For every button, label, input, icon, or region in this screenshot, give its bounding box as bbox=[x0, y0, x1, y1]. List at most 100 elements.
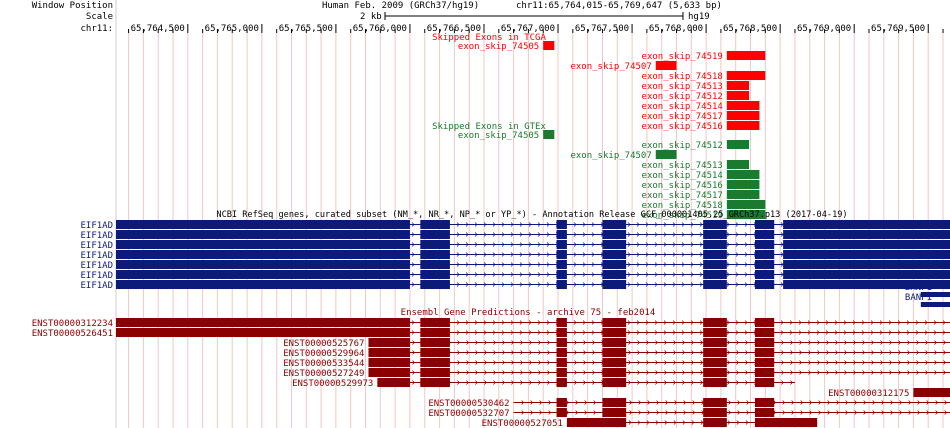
ensembl-transcript-label[interactable]: ENST00000532707 bbox=[428, 409, 509, 419]
ensembl-transcript[interactable] bbox=[513, 408, 950, 417]
skipped-exon-block[interactable] bbox=[543, 41, 555, 50]
skipped-exon-block[interactable] bbox=[726, 200, 766, 209]
skipped-exon-block[interactable] bbox=[726, 111, 760, 120]
ensembl-transcript[interactable] bbox=[513, 398, 950, 407]
skipped-exon-block[interactable] bbox=[726, 210, 766, 219]
skipped-exon-block[interactable] bbox=[726, 170, 760, 179]
refseq-gene-label[interactable]: EIF1AD bbox=[80, 261, 113, 271]
refseq-track[interactable]: NCBI RefSeq genes, curated subset (NM_*,… bbox=[80, 210, 950, 307]
ensembl-transcript[interactable] bbox=[913, 388, 950, 397]
banf1-block[interactable] bbox=[920, 292, 950, 297]
skipped-exon-label[interactable]: exon_skip_74507 bbox=[570, 151, 651, 161]
ensembl-track[interactable]: Ensembl Gene Predictions - archive 75 - … bbox=[32, 308, 950, 428]
skipped-exon-label[interactable]: exon_skip_74519 bbox=[642, 52, 723, 62]
skipped-exon-block[interactable] bbox=[655, 150, 677, 159]
ensembl-transcript-label[interactable]: ENST00000530462 bbox=[428, 399, 509, 409]
skipped-exon-block[interactable] bbox=[726, 71, 766, 80]
refseq-transcript[interactable] bbox=[116, 220, 950, 229]
skipped-exon-label[interactable]: exon_skip_74505 bbox=[458, 42, 539, 52]
gtex-track[interactable]: Skipped Exons in GTEx exon_skip_74505exo… bbox=[432, 122, 766, 221]
ensembl-transcript-label[interactable]: ENST00000312234 bbox=[32, 319, 113, 329]
skipped-exon-block[interactable] bbox=[726, 81, 750, 90]
strand-arrow bbox=[727, 350, 730, 355]
strand-arrow bbox=[501, 272, 505, 277]
skipped-exon-block[interactable] bbox=[726, 91, 750, 100]
ensembl-transcript[interactable] bbox=[368, 348, 950, 357]
skipped-exon-block[interactable] bbox=[726, 101, 760, 110]
skipped-exon-block[interactable] bbox=[543, 130, 555, 139]
ensembl-transcript-label[interactable]: ENST00000525767 bbox=[283, 339, 364, 349]
refseq-gene-label[interactable]: EIF1AD bbox=[80, 231, 113, 241]
refseq-transcript[interactable] bbox=[116, 240, 950, 249]
strand-arrow bbox=[638, 410, 642, 415]
skipped-exon-label[interactable]: exon_skip_74516 bbox=[642, 181, 723, 191]
skipped-exon-label[interactable]: exon_skip_74512 bbox=[642, 92, 723, 102]
ensembl-transcript[interactable] bbox=[368, 338, 950, 347]
skipped-exon-block[interactable] bbox=[726, 160, 750, 169]
skipped-exon-block[interactable] bbox=[726, 190, 760, 199]
strand-arrow bbox=[521, 410, 525, 415]
strand-arrow bbox=[700, 360, 703, 365]
refseq-gene-label[interactable]: EIF1AD bbox=[80, 241, 113, 251]
ensembl-transcript[interactable] bbox=[116, 318, 950, 327]
ensembl-transcript[interactable] bbox=[566, 418, 818, 427]
skipped-exon-label[interactable]: exon_skip_74505 bbox=[458, 131, 539, 141]
strand-arrow bbox=[492, 272, 496, 277]
strand-arrow bbox=[692, 410, 696, 415]
ensembl-transcript-label[interactable]: ENST00000526451 bbox=[32, 329, 113, 339]
refseq-transcript[interactable] bbox=[116, 280, 950, 289]
refseq-gene-label[interactable]: EIF1AD bbox=[80, 251, 113, 261]
skipped-exon-block[interactable] bbox=[726, 180, 760, 189]
ensembl-transcript-label[interactable]: ENST00000527051 bbox=[482, 419, 563, 428]
refseq-gene-label[interactable]: EIF1AD bbox=[80, 221, 113, 231]
skipped-exon-label[interactable]: exon_skip_74517 bbox=[642, 112, 723, 122]
tcga-track[interactable]: Skipped Exons in TCGA exon_skip_74505exo… bbox=[432, 33, 766, 132]
ensembl-transcript[interactable] bbox=[368, 368, 950, 377]
skipped-exon-label[interactable]: exon_skip_74518 bbox=[642, 201, 723, 211]
skipped-exon-block[interactable] bbox=[726, 140, 750, 149]
skipped-exon-block[interactable] bbox=[655, 61, 677, 70]
skipped-exon-label[interactable]: exon_skip_74516 bbox=[642, 122, 723, 132]
skipped-exon-block[interactable] bbox=[726, 51, 766, 60]
ensembl-transcript[interactable] bbox=[368, 358, 950, 367]
skipped-exon-label[interactable]: exon_skip_74514 bbox=[642, 102, 723, 112]
position-ruler[interactable]: 65,764,50065,765,00065,765,50065,766,000… bbox=[128, 24, 944, 34]
refseq-transcript[interactable] bbox=[116, 250, 950, 259]
exon-block bbox=[420, 348, 450, 357]
banf1-label[interactable]: BANF1 bbox=[905, 283, 932, 293]
strand-arrow bbox=[510, 282, 514, 287]
strand-arrow bbox=[510, 242, 514, 247]
strand-arrow bbox=[547, 380, 550, 385]
ensembl-transcript-label[interactable]: ENST00000529973 bbox=[292, 379, 373, 389]
refseq-transcript[interactable] bbox=[116, 270, 950, 279]
refseq-transcript[interactable] bbox=[116, 230, 950, 239]
skipped-exon-label[interactable]: exon_skip_74512 bbox=[642, 141, 723, 151]
refseq-gene-label[interactable]: EIF1AD bbox=[80, 271, 113, 281]
skipped-exon-label[interactable]: exon_skip_74519 bbox=[642, 211, 723, 221]
skipped-exon-label[interactable]: exon_skip_74507 bbox=[570, 62, 651, 72]
skipped-exon-block[interactable] bbox=[726, 121, 760, 130]
ensembl-transcript-label[interactable]: ENST00000533544 bbox=[283, 359, 364, 369]
ensembl-transcript-label[interactable]: ENST00000312175 bbox=[828, 389, 909, 399]
ensembl-transcript-label[interactable]: ENST00000529964 bbox=[283, 349, 364, 359]
banf1-label[interactable]: BANF1 bbox=[905, 293, 932, 303]
skipped-exon-label[interactable]: exon_skip_74513 bbox=[642, 161, 723, 171]
strand-arrow bbox=[483, 330, 487, 335]
skipped-exon-label[interactable]: exon_skip_74513 bbox=[642, 82, 723, 92]
ensembl-transcript[interactable] bbox=[377, 378, 795, 387]
exon-block bbox=[556, 220, 567, 229]
strand-arrow bbox=[835, 350, 838, 355]
refseq-gene-label[interactable]: EIF1AD bbox=[80, 281, 113, 291]
strand-arrow bbox=[807, 330, 811, 335]
strand-arrow bbox=[501, 232, 505, 237]
exon-block bbox=[783, 260, 950, 269]
banf1-block[interactable] bbox=[920, 302, 950, 307]
ensembl-transcript[interactable] bbox=[116, 328, 950, 337]
skipped-exon-label[interactable]: exon_skip_74514 bbox=[642, 171, 723, 181]
skipped-exon-label[interactable]: exon_skip_74517 bbox=[642, 191, 723, 201]
ensembl-transcript-label[interactable]: ENST00000527249 bbox=[283, 369, 364, 379]
skipped-exon-label[interactable]: exon_skip_74518 bbox=[642, 72, 723, 82]
refseq-transcript[interactable] bbox=[116, 260, 950, 269]
